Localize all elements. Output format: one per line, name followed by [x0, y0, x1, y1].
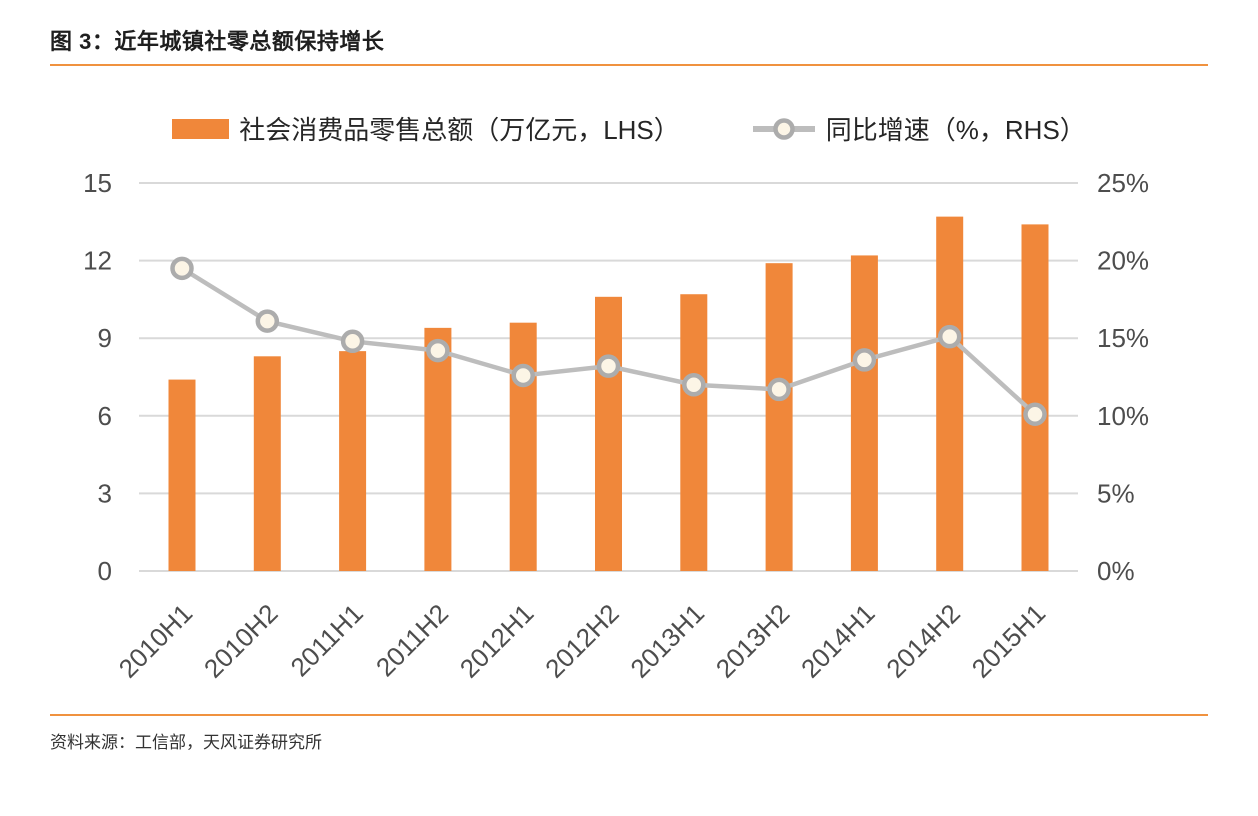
marker-2012H1 [511, 363, 535, 388]
bar-2011H2 [424, 327, 452, 571]
left-axis-tick-6: 6 [98, 401, 112, 431]
bar-2015H1 [1021, 224, 1049, 571]
bar-series-label: 社会消费品零售总额（万亿元，LHS） [239, 115, 680, 145]
legend-item-line-series: 同比增速（%，RHS） [752, 110, 1086, 147]
right-axis-tick-25: 25% [1097, 168, 1149, 198]
marker-2013H1 [682, 373, 706, 397]
footer-divider-rule [50, 714, 1208, 716]
x-axis-label-2011H1: 2011H1 [285, 598, 369, 682]
x-axis-label-2010H2: 2010H2 [198, 598, 284, 684]
line-series-swatch-icon [752, 117, 815, 140]
x-axis-label-2013H1: 2013H1 [624, 598, 710, 684]
left-axis-tick-0: 0 [98, 556, 112, 586]
left-axis-tick-9: 9 [98, 323, 112, 353]
bar-2012H2 [595, 296, 622, 571]
right-axis-tick-10: 10% [1097, 401, 1149, 431]
bar-series-swatch-icon [172, 118, 230, 139]
title-divider-rule [50, 64, 1208, 66]
x-axis-label-2012H1: 2012H1 [454, 598, 540, 684]
source-attribution: 资料来源：工信部，天风证券研究所 [50, 733, 322, 752]
marker-2010H1 [170, 256, 194, 281]
line-series-label: 同比增速（%，RHS） [825, 115, 1086, 145]
right-axis-tick-20: 20% [1097, 246, 1149, 276]
bar-2010H1 [168, 379, 196, 571]
marker-2010H2 [255, 309, 280, 333]
x-axis-label-2013H2: 2013H2 [710, 598, 796, 684]
right-axis-tick-5: 5% [1097, 478, 1135, 508]
marker-2011H1 [340, 329, 365, 354]
bar-2014H2 [936, 216, 964, 572]
marker-2012H2 [596, 354, 621, 378]
x-axis-label-2010H1: 2010H1 [113, 598, 199, 684]
right-axis-tick-0: 0% [1097, 556, 1135, 586]
x-axis-label-2012H2: 2012H2 [539, 598, 625, 684]
bar-2014H1 [850, 255, 878, 571]
bar-2010H2 [253, 356, 281, 571]
marker-2011H2 [426, 338, 450, 363]
bar-2011H1 [339, 351, 367, 571]
bar-2013H2 [765, 263, 793, 571]
x-axis-label-2015H1: 2015H1 [966, 598, 1052, 684]
left-axis-tick-3: 3 [98, 478, 112, 508]
bar-2013H1 [680, 294, 708, 571]
marker-2014H1 [852, 348, 877, 372]
left-axis-tick-15: 15 [83, 168, 112, 198]
marker-2014H2 [937, 324, 962, 349]
x-axis-label-2014H2: 2014H2 [880, 598, 966, 684]
x-axis-label-2014H1: 2014H1 [795, 598, 881, 684]
chart-legend: 社会消费品零售总额（万亿元，LHS） 同比增速（%，RHS） [0, 110, 1258, 147]
x-axis-label-2011H2: 2011H2 [370, 598, 454, 682]
marker-2015H1 [1023, 402, 1047, 426]
right-axis-tick-15: 15% [1097, 323, 1149, 353]
legend-item-bar-series: 社会消费品零售总额（万亿元，LHS） [172, 110, 680, 147]
left-axis-tick-12: 12 [83, 246, 112, 276]
bar-2012H1 [509, 322, 537, 571]
figure-title: 图 3：近年城镇社零总额保持增长 [50, 29, 385, 54]
marker-2013H2 [767, 377, 791, 402]
